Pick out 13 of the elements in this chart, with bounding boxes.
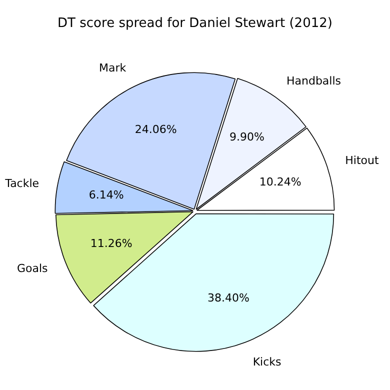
slice-label: Mark (98, 61, 127, 74)
data-label: 10.24% (259, 175, 302, 188)
chart-title: DT score spread for Daniel Stewart (2012) (56, 16, 334, 31)
slice-label: Goals (16, 262, 48, 275)
slice-label: Kicks (252, 355, 282, 368)
data-label: 11.26% (90, 236, 132, 250)
data-label: 24.06% (134, 122, 177, 136)
slice-label: Handballs (286, 74, 342, 88)
data-label: 9.90% (230, 130, 264, 144)
slice-label: Hitout (345, 154, 380, 167)
slice-label: Tackle (4, 176, 40, 190)
data-label: 38.40% (208, 292, 250, 305)
data-label: 6.14% (88, 188, 124, 202)
